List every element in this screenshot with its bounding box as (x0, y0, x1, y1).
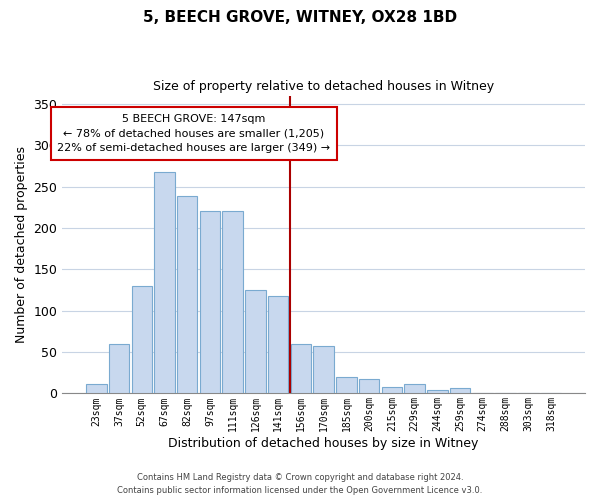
Bar (131, 286, 152, 394)
Title: Size of property relative to detached houses in Witney: Size of property relative to detached ho… (153, 80, 494, 93)
Text: 5, BEECH GROVE, WITNEY, OX28 1BD: 5, BEECH GROVE, WITNEY, OX28 1BD (143, 10, 457, 25)
Bar (268, 296, 289, 394)
Bar (200, 212, 220, 394)
Bar (177, 196, 197, 394)
Bar (382, 387, 402, 394)
X-axis label: Distribution of detached houses by size in Witney: Distribution of detached houses by size … (169, 437, 479, 450)
Bar (223, 212, 243, 394)
Bar (109, 344, 129, 394)
Bar (427, 390, 448, 394)
Bar (290, 344, 311, 394)
Text: 5 BEECH GROVE: 147sqm
← 78% of detached houses are smaller (1,205)
22% of semi-d: 5 BEECH GROVE: 147sqm ← 78% of detached … (58, 114, 331, 154)
Bar (359, 380, 379, 394)
Bar (404, 384, 425, 394)
Bar (336, 377, 356, 394)
Bar (313, 346, 334, 394)
Bar (154, 172, 175, 394)
Y-axis label: Number of detached properties: Number of detached properties (15, 146, 28, 343)
Bar (245, 290, 266, 394)
Bar (86, 384, 107, 394)
Text: Contains HM Land Registry data © Crown copyright and database right 2024.
Contai: Contains HM Land Registry data © Crown c… (118, 474, 482, 495)
Bar (450, 388, 470, 394)
